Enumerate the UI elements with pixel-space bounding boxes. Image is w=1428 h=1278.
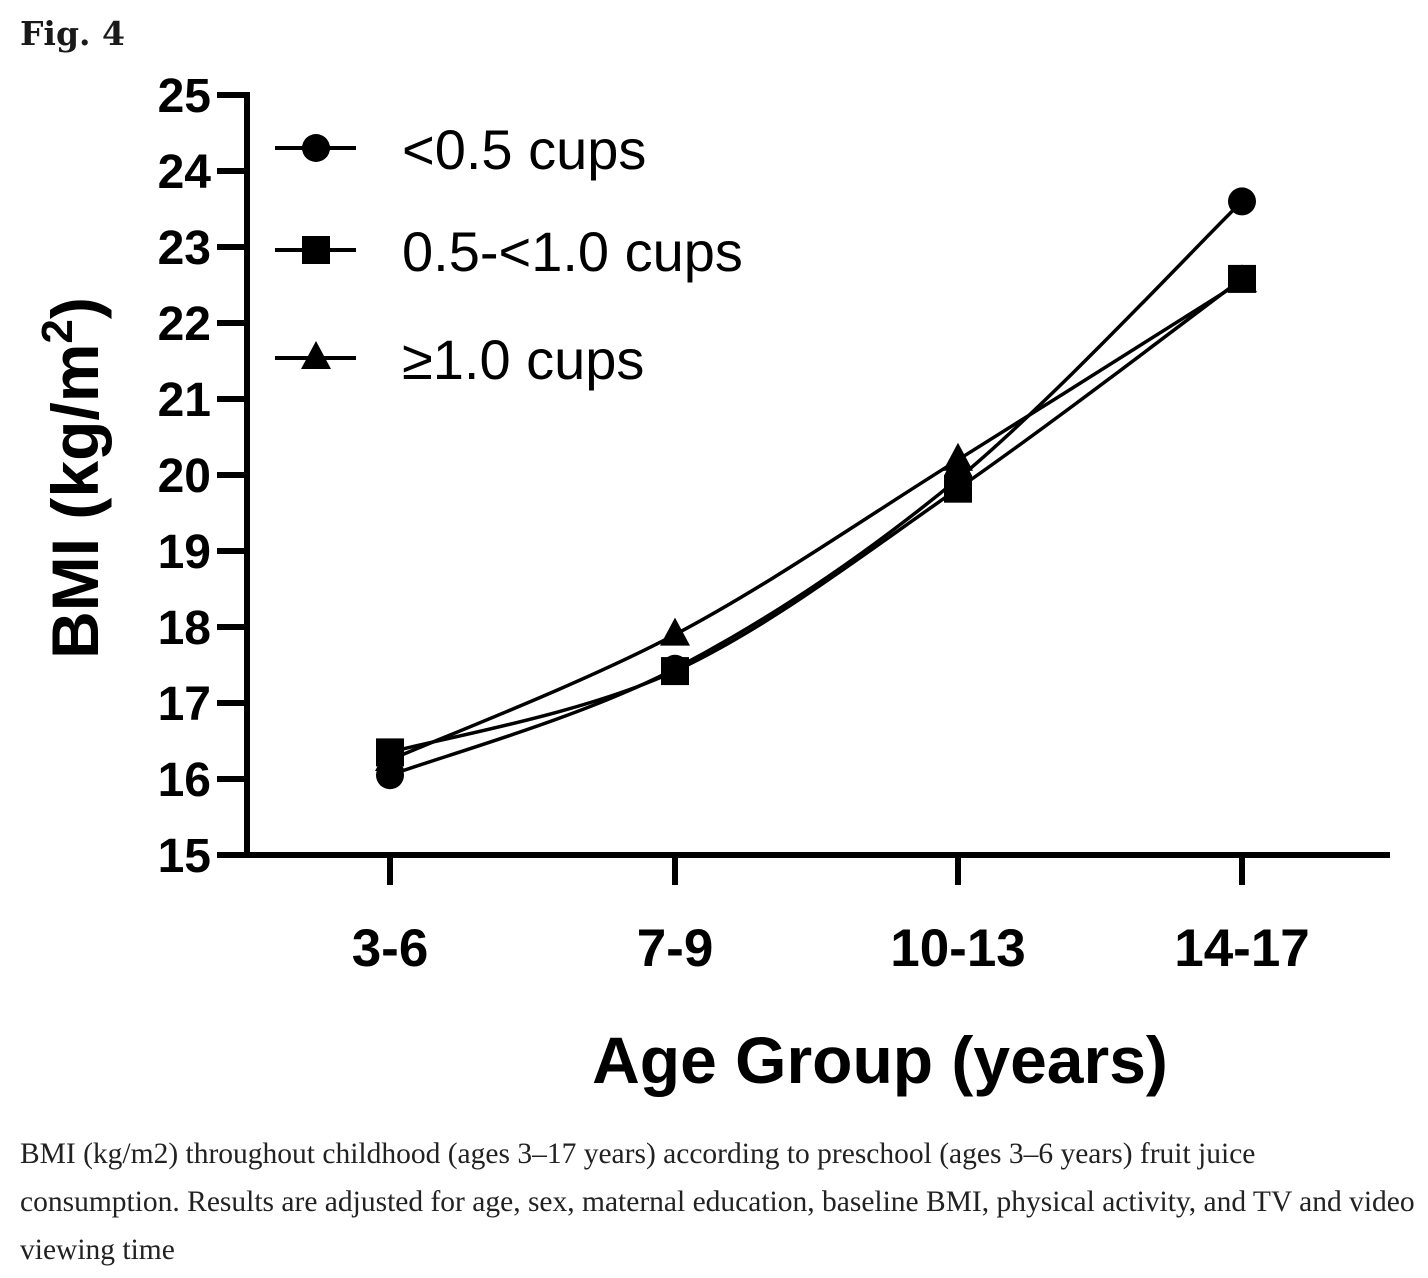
series-line-3 xyxy=(389,279,1243,762)
y-tick-label: 16 xyxy=(158,754,211,807)
legend: <0.5 cups 0.5-<1.0 cups ≥1.0 cups xyxy=(275,118,743,391)
y-axis-title: BMI (kg/m2) xyxy=(33,297,112,659)
x-tick-label: 10-13 xyxy=(890,919,1026,978)
x-axis-ticks: 3-6 7-9 10-13 14-17 xyxy=(352,855,1310,978)
data-point-series-3 xyxy=(1227,264,1257,293)
data-point-series-3 xyxy=(943,442,973,471)
legend-label-2: 0.5-<1.0 cups xyxy=(402,220,743,283)
series-lines xyxy=(389,200,1244,777)
x-tick-label: 3-6 xyxy=(352,919,429,978)
x-axis-title: Age Group (years) xyxy=(592,1023,1168,1097)
y-tick-label: 20 xyxy=(158,450,211,503)
y-tick-label: 23 xyxy=(158,222,211,275)
y-tick-label: 15 xyxy=(158,830,211,883)
data-point-series-1 xyxy=(1228,187,1256,216)
y-axis-ticks: 15 16 17 18 19 20 21 22 23 24 25 xyxy=(158,70,247,883)
x-tick-label: 14-17 xyxy=(1174,919,1310,978)
legend-label-3: ≥1.0 cups xyxy=(402,328,644,391)
legend-marker-1 xyxy=(302,134,330,162)
data-point-series-2 xyxy=(944,474,972,503)
y-tick-label: 17 xyxy=(158,678,211,731)
data-point-series-3 xyxy=(660,617,690,646)
figure-label: Fig. 4 xyxy=(20,14,125,53)
legend-label-1: <0.5 cups xyxy=(402,118,646,181)
series-markers xyxy=(375,187,1257,790)
legend-marker-3 xyxy=(301,341,331,369)
x-tick-label: 7-9 xyxy=(637,919,714,978)
data-point-series-3 xyxy=(375,743,405,771)
y-tick-label: 18 xyxy=(158,602,211,655)
data-point-series-2 xyxy=(661,657,689,686)
legend-marker-2 xyxy=(302,236,330,264)
y-tick-label: 21 xyxy=(158,374,211,427)
y-tick-label: 19 xyxy=(158,526,211,579)
series-line-1 xyxy=(389,200,1244,777)
y-tick-label: 24 xyxy=(158,146,212,199)
figure-caption: BMI (kg/m2) throughout childhood (ages 3… xyxy=(20,1138,1415,1266)
y-tick-label: 25 xyxy=(158,70,211,123)
y-tick-label: 22 xyxy=(158,298,211,351)
series-line-2 xyxy=(389,277,1244,755)
